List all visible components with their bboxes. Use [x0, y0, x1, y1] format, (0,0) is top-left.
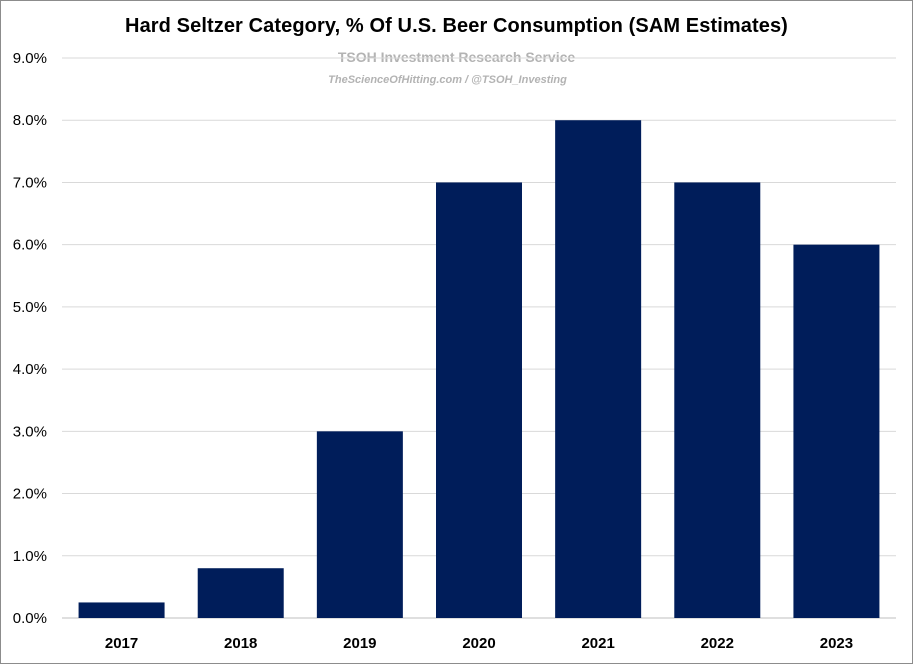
chart-title: Hard Seltzer Category, % Of U.S. Beer Co… [125, 15, 788, 37]
bar-2018 [197, 568, 284, 618]
watermark-service-name: TSOH Investment Research Service [337, 49, 576, 65]
watermark-site-handle: TheScienceOfHitting.com / @TSOH_Investin… [328, 74, 567, 86]
bar-2020 [436, 182, 522, 618]
bar-2023 [793, 244, 880, 618]
x-tick-label: 2022 [701, 635, 734, 652]
x-tick-label: 2019 [343, 635, 376, 652]
y-tick-label: 2.0% [13, 486, 47, 503]
y-tick-label: 1.0% [13, 548, 47, 565]
x-tick-label: 2023 [820, 635, 853, 652]
x-tick-label: 2021 [581, 635, 614, 652]
y-tick-label: 6.0% [13, 237, 47, 254]
x-tick-label: 2018 [224, 635, 257, 652]
y-tick-label: 0.0% [13, 610, 47, 627]
x-tick-label: 2017 [105, 635, 138, 652]
y-tick-label: 3.0% [13, 423, 47, 440]
y-tick-label: 5.0% [13, 299, 47, 316]
y-tick-label: 7.0% [13, 174, 47, 191]
bar-2019 [316, 431, 403, 618]
bars [78, 120, 880, 618]
y-tick-label: 8.0% [13, 112, 47, 129]
bar-2022 [674, 182, 761, 618]
y-tick-label: 4.0% [13, 361, 47, 378]
bar-2017 [78, 602, 165, 618]
bar-2021 [555, 120, 642, 618]
y-axis-ticks: 0.0% 1.0% 2.0% 3.0% 4.0% 5.0% 6.0% 7.0% 8.0% 9.0% [13, 50, 47, 627]
x-axis-ticks: 2017 2018 2019 2020 2021 2022 2023 [105, 635, 853, 652]
x-tick-label: 2020 [462, 635, 495, 652]
y-tick-label: 9.0% [13, 50, 47, 67]
